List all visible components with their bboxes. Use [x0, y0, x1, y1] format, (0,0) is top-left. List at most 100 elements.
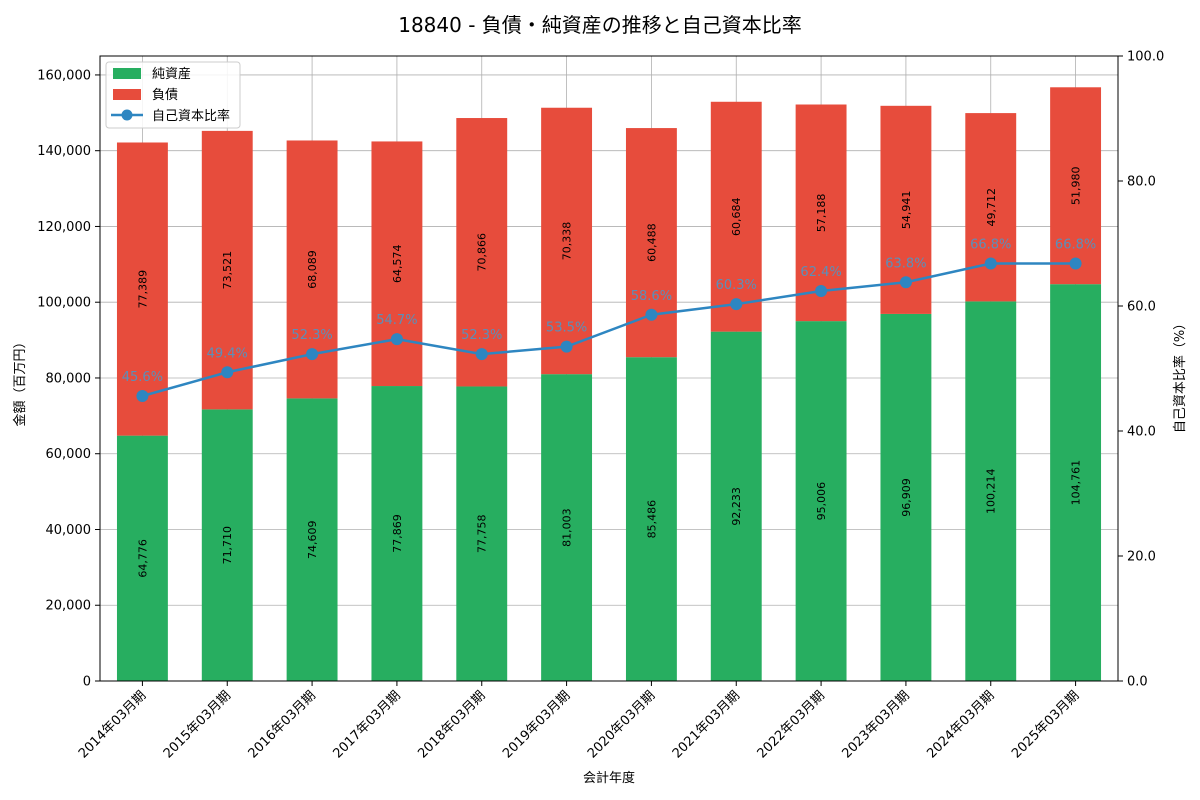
y2-tick-label: 100.0 [1127, 50, 1164, 65]
equity-ratio-label: 66.8% [1055, 238, 1096, 253]
equity-ratio-label: 52.3% [461, 328, 502, 343]
equity-ratio-line [142, 262, 1076, 398]
bar-liabilities [710, 101, 762, 332]
bar-liabilities [456, 118, 508, 387]
bar-label-net-assets: 100,214 [985, 468, 998, 514]
equity-ratio-label: 66.8% [970, 238, 1011, 253]
y2-tick-label: 40.0 [1127, 425, 1156, 440]
equity-ratio-label: 45.6% [122, 370, 163, 385]
bar-label-net-assets: 77,869 [391, 514, 404, 553]
y-tick-label: 0 [83, 675, 91, 690]
bar-label-liabilities: 77,389 [136, 270, 149, 309]
y-tick-label: 120,000 [37, 220, 91, 235]
equity-ratio-label: 62.4% [800, 265, 841, 280]
equity-ratio-label: 58.6% [631, 289, 672, 304]
y-tick-label: 100,000 [37, 296, 91, 311]
legend-label-liabilities: 負債 [152, 88, 178, 103]
y2-tick-label: 60.0 [1127, 300, 1156, 315]
equity-ratio-label: 54.7% [376, 313, 417, 328]
bar-label-liabilities: 73,521 [221, 251, 234, 290]
bar-net-assets [456, 386, 508, 681]
bar-net-assets [795, 321, 847, 681]
x-axis-title: 会計年度 [583, 770, 635, 786]
bar-liabilities [201, 130, 253, 410]
y2-tick-label: 80.0 [1127, 175, 1156, 190]
bar-liabilities [116, 142, 168, 436]
chart-title: 18840 - 負債・純資産の推移と自己資本比率 [398, 13, 802, 37]
y-tick-label: 140,000 [37, 144, 91, 159]
bar-net-assets [286, 398, 338, 681]
y-tick-label: 160,000 [37, 68, 91, 83]
bar-label-net-assets: 95,006 [815, 482, 828, 521]
bar-liabilities [965, 113, 1017, 302]
equity-ratio-label: 53.5% [546, 321, 587, 336]
y2-axis-title: 自己資本比率（%） [1172, 317, 1188, 433]
equity-ratio-label: 63.8% [885, 256, 926, 271]
y-tick-label: 20,000 [46, 599, 92, 614]
equity-ratio-point [221, 366, 234, 379]
y2-tick-label: 0.0 [1127, 675, 1148, 690]
bar-labels-layer: 64,776 77,389 71,710 73,521 74,609 68,089 77,8… [136, 166, 1082, 577]
y-tick-label: 60,000 [46, 447, 92, 462]
plot-frame [99, 55, 1119, 682]
bar-liabilities [541, 107, 593, 375]
bar-net-assets [965, 301, 1017, 681]
legend-swatch-liabilities [113, 89, 141, 100]
equity-ratio-label: 52.3% [291, 328, 332, 343]
bar-label-liabilities: 57,188 [815, 194, 828, 233]
bar-label-liabilities: 70,866 [476, 233, 489, 272]
bar-net-assets [371, 386, 423, 681]
bar-label-net-assets: 104,761 [1070, 460, 1083, 506]
equity-ratio-point [560, 340, 573, 353]
y-tick-label: 80,000 [46, 371, 92, 386]
bar-label-net-assets: 92,233 [730, 487, 743, 526]
bar-label-net-assets: 74,609 [306, 520, 319, 559]
bar-net-assets [116, 435, 168, 681]
equity-ratio-point [899, 276, 912, 289]
equity-ratio-point [306, 348, 319, 361]
bar-net-assets [1050, 284, 1102, 681]
equity-ratio-point [730, 298, 743, 311]
y2-tick-label: 20.0 [1127, 550, 1156, 565]
equity-ratio-point [475, 348, 488, 361]
equity-ratio-point [645, 308, 658, 321]
bar-net-assets [625, 357, 677, 681]
equity-ratio-point [390, 333, 403, 346]
equity-ratio-label: 49.4% [207, 346, 248, 361]
legend-label-net-assets: 純資産 [152, 66, 191, 82]
line-layer: 45.6% 49.4% 52.3% 54.7% 52.3% 53.5% 58.6% 60.3%… [122, 238, 1096, 402]
legend-label-equity-ratio: 自己資本比率 [152, 108, 230, 124]
equity-ratio-point [136, 390, 149, 402]
bar-label-liabilities: 60,488 [645, 223, 658, 262]
equity-ratio-label: 60.3% [716, 278, 757, 293]
legend: 純資産 負債 自己資本比率 [105, 61, 241, 129]
bar-label-liabilities: 68,089 [306, 250, 319, 289]
legend-swatch-net-assets [113, 68, 141, 79]
bar-label-net-assets: 96,909 [900, 478, 913, 516]
bar-label-liabilities: 49,712 [985, 188, 998, 227]
bar-label-liabilities: 51,980 [1070, 166, 1083, 205]
bar-label-liabilities: 60,684 [730, 197, 743, 236]
bar-net-assets [201, 409, 253, 681]
legend-swatch-equity-ratio-marker [121, 109, 133, 121]
bar-label-liabilities: 70,338 [561, 222, 574, 260]
bar-net-assets [541, 374, 593, 681]
bar-label-net-assets: 85,486 [645, 500, 658, 539]
equity-ratio-point [815, 285, 828, 297]
equity-ratio-point [984, 257, 997, 270]
bar-label-net-assets: 64,776 [136, 539, 149, 578]
bar-label-liabilities: 64,574 [391, 244, 404, 283]
bar-net-assets [880, 313, 932, 681]
equity-ratio-point [1069, 257, 1082, 270]
y-axis-title: 金額（百万円） [12, 335, 28, 426]
bar-liabilities [1050, 87, 1102, 285]
bar-label-net-assets: 81,003 [561, 508, 574, 547]
bar-net-assets [710, 331, 762, 681]
y-tick-label: 40,000 [46, 523, 92, 538]
bar-label-net-assets: 71,710 [221, 526, 234, 565]
bar-liabilities [371, 141, 423, 387]
bar-label-net-assets: 77,758 [476, 514, 489, 553]
bars-layer [116, 87, 1102, 681]
bar-label-liabilities: 54,941 [900, 191, 913, 230]
